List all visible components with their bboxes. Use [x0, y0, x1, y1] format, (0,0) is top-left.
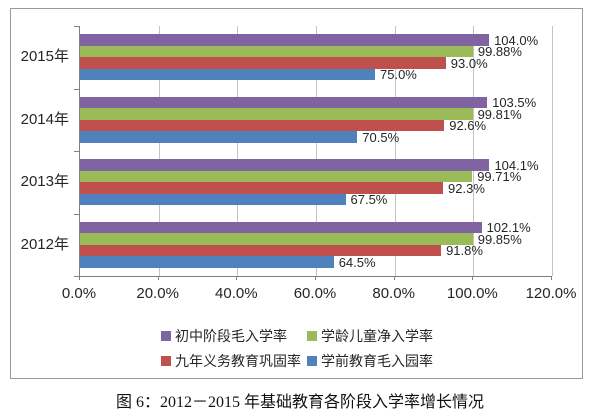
bar-value-label: 104.1%: [494, 157, 539, 173]
bar-value-label: 99.88%: [477, 44, 522, 60]
bar-value-label: 92.6%: [449, 118, 487, 134]
gridline: [473, 26, 475, 276]
legend-label: 学龄儿童净入学率: [321, 328, 433, 344]
x-axis-tick: [236, 276, 238, 280]
bar-value-label: 75.0%: [380, 67, 417, 83]
bar-value-label: 67.5%: [350, 192, 388, 208]
x-axis-tick: [393, 276, 395, 280]
x-axis-tick-label: 60.0%: [293, 285, 337, 302]
legend-item: 初中阶段毛入学率: [161, 325, 307, 347]
bar: [80, 119, 445, 132]
bar: [80, 57, 446, 69]
bar: [80, 221, 482, 234]
y-axis-tick: [74, 26, 79, 27]
legend-label: 九年义务教育巩固率: [175, 353, 301, 369]
y-axis-tick: [74, 151, 79, 152]
bar: [80, 108, 473, 120]
x-axis-tick-label: 40.0%: [215, 285, 258, 302]
y-axis-label: 2014年: [20, 110, 69, 128]
bar-value-label: 92.3%: [448, 180, 485, 196]
figure-caption: 图 6：2012－2015 年基础教育各阶段入学率增长情况: [115, 394, 484, 411]
x-axis-tick-label: 100.0%: [446, 285, 498, 302]
bar: [80, 244, 442, 257]
gridline: [237, 26, 239, 276]
legend-label: 初中阶段毛入学率: [175, 328, 287, 344]
bar: [80, 193, 346, 206]
bar: [80, 170, 473, 183]
x-axis-tick: [157, 276, 159, 280]
bar: [80, 182, 444, 194]
bar-value-label: 103.5%: [492, 95, 537, 111]
x-axis-tick-label: 120.0%: [525, 285, 577, 302]
bar: [80, 233, 473, 245]
bar-value-label: 99.81%: [477, 106, 522, 122]
bar-value-label: 99.85%: [477, 231, 522, 247]
bar-value-label: 93.0%: [450, 55, 488, 71]
y-axis-label: 2012年: [20, 235, 69, 253]
bar: [80, 68, 375, 81]
plot-area: 104.0% 99.88% 93.0% 75.0% 103.5% 99.81% 92.6% 7…: [79, 26, 553, 277]
chart-legend: 初中阶段毛入学率 学龄儿童净入学率九年义务教育巩固率 学前教育毛入园率: [161, 325, 433, 372]
y-axis-label: 2013年: [20, 173, 69, 190]
x-axis-tick-label: 0.0%: [61, 285, 97, 302]
bar: [80, 34, 490, 46]
bar-value-label: 91.8%: [446, 243, 483, 259]
x-axis-tick: [315, 276, 316, 280]
gridline: [394, 26, 396, 276]
bar: [80, 256, 334, 268]
legend-item: 学前教育毛入园率: [307, 350, 433, 372]
x-axis-tick: [79, 276, 80, 280]
legend-item: 九年义务教育巩固率: [161, 350, 307, 372]
x-axis-tick: [551, 276, 552, 280]
legend-label: 学前教育毛入园率: [321, 353, 433, 369]
gridline: [316, 26, 317, 276]
y-axis-tick: [74, 88, 79, 90]
bar-value-label: 99.71%: [477, 169, 522, 185]
y-axis-label: 2015年: [20, 48, 69, 65]
y-axis-tick: [74, 276, 79, 277]
legend-swatch: [161, 356, 171, 366]
legend-swatch: [307, 356, 317, 366]
y-axis-tick: [74, 213, 79, 215]
bar: [80, 131, 358, 143]
legend-swatch: [307, 331, 317, 341]
bar: [80, 45, 473, 58]
bar-value-label: 70.5%: [362, 129, 400, 145]
legend-swatch: [161, 331, 171, 341]
bar-value-label: 104.0%: [494, 32, 539, 48]
chart-frame: 104.0% 99.88% 93.0% 75.0% 103.5% 99.81% 92.6% 7…: [10, 8, 583, 379]
x-axis-tick: [472, 276, 474, 280]
legend-item: 学龄儿童净入学率: [307, 325, 433, 347]
bar-value-label: 64.5%: [338, 254, 376, 270]
x-axis-tick-label: 80.0%: [372, 285, 415, 302]
bar-value-label: 102.1%: [486, 220, 531, 236]
bar: [80, 159, 490, 171]
bar: [80, 96, 488, 109]
gridline: [552, 26, 553, 276]
gridline: [158, 26, 160, 276]
x-axis-tick-label: 20.0%: [136, 285, 179, 302]
